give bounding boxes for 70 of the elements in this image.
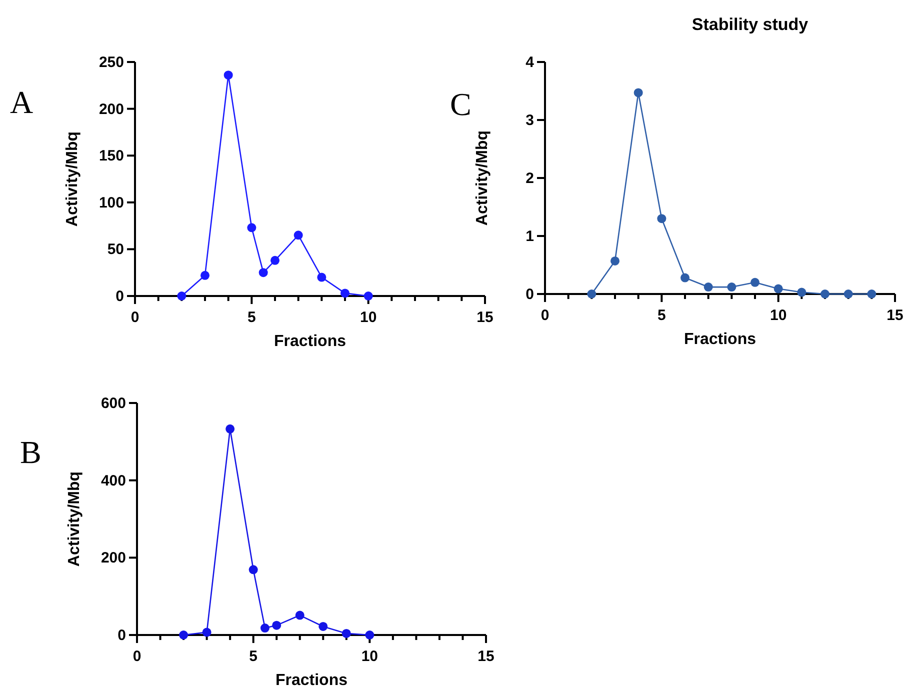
point [844,290,853,298]
point [750,278,760,287]
point [774,284,783,294]
x-tick-label: 15 [886,307,904,324]
x-tick-label: 15 [476,309,494,326]
point [364,292,373,300]
y-tick-label: 100 [98,194,124,212]
x-tick-label: 5 [249,648,258,665]
y-tick-label: 200 [98,100,124,118]
x-tick-label: 10 [361,648,378,665]
point [820,290,830,298]
x-tick-label: 10 [360,309,377,326]
x-tick-label: 15 [478,648,494,665]
point [610,256,620,266]
point [867,290,876,298]
point [295,610,304,620]
x-axis-title: Fractions [274,333,346,350]
text: B [20,434,42,470]
point [797,288,806,297]
y-tick-label: 0 [118,627,126,644]
point [365,630,374,640]
y-axis-title: Activity/Mbq [64,131,81,227]
x-tick-label: 5 [657,307,666,324]
point [342,628,351,638]
point [587,290,596,298]
point [248,565,258,574]
y-tick-label: 200 [100,550,126,567]
y-tick-label: 3 [526,112,534,129]
y-tick-label: 4 [526,54,535,71]
x-tick-label: 5 [247,309,256,326]
point [317,272,326,282]
point [634,88,643,98]
point [704,282,713,292]
point [226,424,235,434]
point [270,256,280,265]
y-tick-label: 50 [107,241,124,258]
y-tick-label: 400 [100,472,126,490]
y-axis-title: Activity/Mbq [66,471,83,567]
point [727,282,736,292]
x-tick-label: 0 [132,648,142,665]
x-tick-label: 10 [770,307,787,324]
y-tick-label: 150 [98,148,124,165]
point [318,622,328,631]
y-tick-label: 0 [116,288,124,305]
point [177,292,186,300]
text: A [10,84,34,120]
point [340,288,350,298]
x-axis-title: Fractions [684,331,756,348]
y-tick-label: 1 [526,228,534,245]
y-tick-label: 2 [526,170,534,187]
point [200,270,210,280]
x-tick-label: 0 [540,307,550,324]
point [247,223,256,232]
point [657,214,666,224]
point [179,630,188,640]
point [202,628,212,637]
y-tick-label: 250 [98,54,124,71]
point [258,268,268,278]
point [260,624,270,633]
point [272,620,282,630]
x-tick-label: 0 [130,309,140,326]
x-axis-title: Fractions [275,672,348,689]
point [224,70,233,80]
chart-title: Stability study [692,15,809,34]
y-tick-label: 0 [526,286,534,303]
point [680,273,690,282]
y-axis-title: Activity/Mbq [474,130,491,226]
point [294,230,303,240]
annotation: C [450,86,472,122]
y-tick-label: 600 [100,395,126,412]
